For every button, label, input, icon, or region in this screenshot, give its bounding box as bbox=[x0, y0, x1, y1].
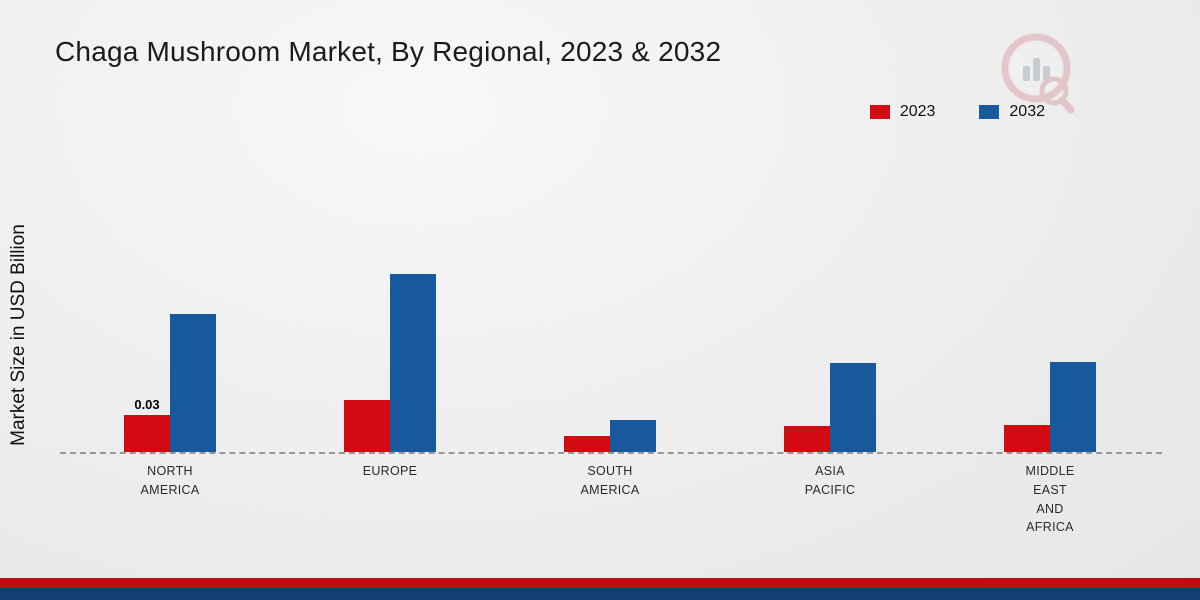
bar-group-north-america: 0.03 bbox=[60, 252, 280, 452]
bar-chart-magnifier-icon bbox=[1001, 33, 1075, 114]
footer-stripe-red bbox=[0, 578, 1200, 588]
legend-item-2023: 2023 bbox=[869, 103, 936, 121]
bar-2032-europe bbox=[390, 274, 436, 452]
bar-wrap-2032-middle-east-and-africa bbox=[1050, 362, 1096, 452]
bar-2032-south-america bbox=[610, 420, 656, 452]
bar-wrap-2032-south-america bbox=[610, 420, 656, 452]
category-label-south-america: SOUTH AMERICA bbox=[580, 464, 640, 497]
category-label-europe: EUROPE bbox=[362, 464, 418, 478]
bar-wrap-2023-south-america bbox=[564, 436, 610, 452]
bar-2032-middle-east-and-africa bbox=[1050, 362, 1096, 452]
bar-2023-europe bbox=[344, 400, 390, 452]
y-axis-label: Market Size in USD Billion bbox=[8, 224, 29, 446]
bar-group-middle-east-and-africa bbox=[940, 252, 1160, 452]
bar-wrap-2023-middle-east-and-africa bbox=[1004, 425, 1050, 452]
legend-label-2032: 2032 bbox=[1009, 103, 1045, 120]
bar-wrap-2032-north-america bbox=[170, 314, 216, 452]
bar-2032-north-america bbox=[170, 314, 216, 452]
x-axis-baseline bbox=[60, 452, 1162, 454]
category-label-middle-east-and-africa: MIDDLE EAST AND AFRICA bbox=[1025, 464, 1075, 535]
bar-2023-north-america bbox=[124, 415, 170, 452]
bar-wrap-2023-north-america: 0.03 bbox=[124, 397, 170, 452]
bar-2023-asia-pacific bbox=[784, 426, 830, 452]
legend-item-2032: 2032 bbox=[979, 103, 1045, 121]
bar-group-asia-pacific bbox=[720, 252, 940, 452]
bar-wrap-2023-europe bbox=[344, 400, 390, 452]
data-label-2023-north-america: 0.03 bbox=[134, 397, 160, 412]
bar-wrap-2032-asia-pacific bbox=[830, 363, 876, 452]
bar-group-south-america bbox=[500, 252, 720, 452]
bar-2032-asia-pacific bbox=[830, 363, 876, 452]
bar-2023-middle-east-and-africa bbox=[1004, 425, 1050, 452]
category-axis-labels: NORTH AMERICA EUROPE SOUTH AMERICA ASIA PAC… bbox=[60, 462, 1160, 537]
category-label-asia-pacific: ASIA PACIFIC bbox=[804, 464, 856, 497]
bar-2023-south-america bbox=[564, 436, 610, 452]
bar-wrap-2032-europe bbox=[390, 274, 436, 452]
category-label-north-america: NORTH AMERICA bbox=[140, 464, 200, 497]
legend-swatch-2023 bbox=[869, 105, 890, 119]
legend-label-2023: 2023 bbox=[899, 103, 936, 120]
chart-title: Chaga Mushroom Market, By Regional, 2023… bbox=[55, 36, 722, 67]
plot-area: 0.03 bbox=[60, 252, 1160, 452]
legend: 2023 2032 bbox=[869, 103, 1045, 121]
bar-wrap-2023-asia-pacific bbox=[784, 426, 830, 452]
company-logo-watermark bbox=[992, 28, 1082, 125]
legend-swatch-2032 bbox=[979, 105, 1000, 119]
footer-stripe-navy bbox=[0, 588, 1200, 600]
bar-group-europe bbox=[280, 252, 500, 452]
